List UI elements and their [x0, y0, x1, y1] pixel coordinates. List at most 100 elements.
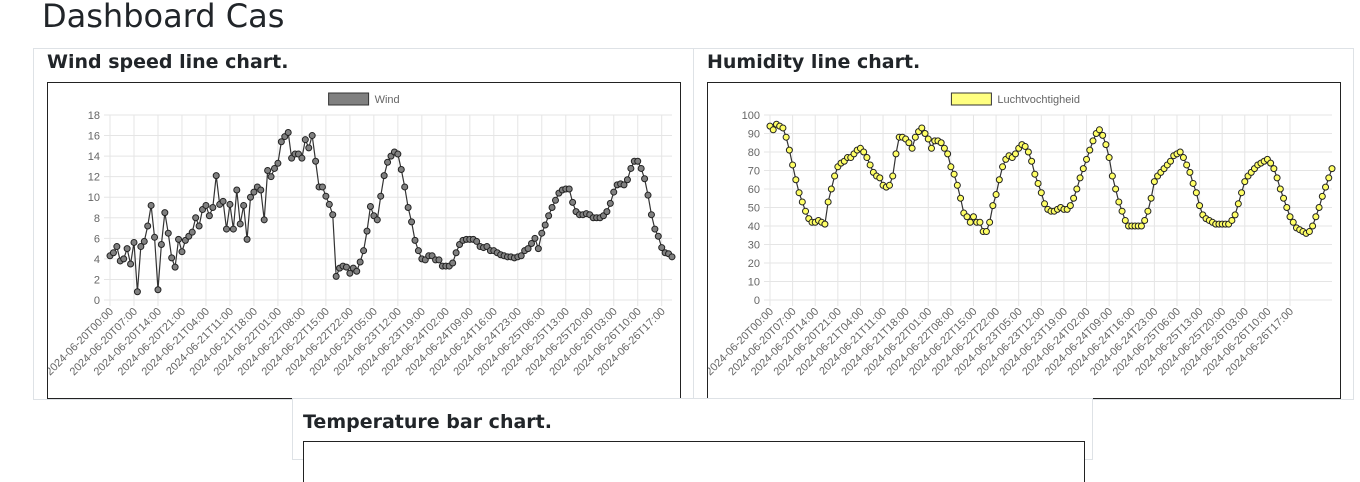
wind-data-point[interactable]	[651, 225, 659, 233]
humidity-data-point[interactable]	[1144, 207, 1152, 215]
wind-data-point[interactable]	[517, 252, 525, 260]
humidity-data-point[interactable]	[795, 189, 803, 197]
humidity-data-point[interactable]	[937, 139, 945, 147]
humidity-data-point[interactable]	[1137, 222, 1145, 230]
humidity-data-point[interactable]	[1241, 178, 1249, 186]
humidity-data-point[interactable]	[921, 130, 929, 137]
wind-legend-swatch[interactable]	[328, 92, 370, 106]
humidity-data-point[interactable]	[905, 139, 913, 147]
wind-data-point[interactable]	[236, 220, 244, 228]
humidity-data-point[interactable]	[860, 148, 868, 156]
wind-data-point[interactable]	[113, 243, 121, 251]
wind-data-point[interactable]	[647, 211, 655, 219]
humidity-data-point[interactable]	[863, 154, 871, 162]
humidity-data-point[interactable]	[1031, 170, 1039, 178]
wind-data-point[interactable]	[329, 211, 337, 219]
wind-data-point[interactable]	[414, 247, 422, 255]
humidity-data-point[interactable]	[1076, 174, 1084, 182]
wind-data-point[interactable]	[120, 255, 128, 263]
humidity-data-point[interactable]	[1322, 183, 1330, 191]
humidity-data-point[interactable]	[1289, 218, 1297, 226]
wind-data-point[interactable]	[188, 228, 196, 236]
wind-data-point[interactable]	[620, 181, 628, 189]
wind-data-point[interactable]	[332, 272, 340, 280]
wind-data-point[interactable]	[606, 199, 614, 207]
humidity-data-point[interactable]	[1141, 216, 1149, 224]
wind-data-point[interactable]	[531, 234, 539, 242]
humidity-data-point[interactable]	[892, 150, 900, 158]
humidity-data-point[interactable]	[821, 220, 829, 228]
humidity-data-point[interactable]	[785, 146, 793, 154]
wind-data-point[interactable]	[133, 288, 141, 296]
wind-data-point[interactable]	[548, 204, 556, 211]
humidity-data-point[interactable]	[1315, 204, 1323, 211]
wind-data-point[interactable]	[401, 183, 409, 191]
humidity-data-point[interactable]	[802, 207, 810, 215]
wind-data-point[interactable]	[534, 245, 542, 253]
wind-data-point[interactable]	[209, 204, 217, 211]
wind-data-point[interactable]	[157, 241, 165, 248]
humidity-data-point[interactable]	[1150, 178, 1158, 186]
wind-data-point[interactable]	[541, 221, 549, 229]
humidity-data-point[interactable]	[866, 161, 874, 169]
humidity-data-point[interactable]	[1270, 165, 1278, 173]
wind-data-point[interactable]	[250, 188, 258, 196]
wind-data-point[interactable]	[356, 258, 364, 266]
wind-data-point[interactable]	[397, 165, 405, 173]
humidity-data-point[interactable]	[1121, 216, 1129, 224]
wind-data-point[interactable]	[644, 191, 652, 199]
wind-data-point[interactable]	[298, 154, 306, 162]
wind-data-point[interactable]	[130, 238, 138, 246]
humidity-data-point[interactable]	[924, 135, 932, 143]
wind-data-point[interactable]	[175, 235, 183, 243]
humidity-data-point[interactable]	[1273, 174, 1281, 182]
humidity-data-point[interactable]	[1231, 211, 1239, 219]
wind-data-point[interactable]	[634, 157, 642, 165]
wind-data-point[interactable]	[411, 236, 419, 244]
wind-data-point[interactable]	[658, 244, 666, 252]
humidity-data-point[interactable]	[1286, 213, 1294, 221]
wind-data-point[interactable]	[164, 229, 172, 237]
humidity-data-point[interactable]	[986, 218, 994, 226]
humidity-data-point[interactable]	[792, 176, 800, 184]
wind-data-point[interactable]	[109, 249, 117, 257]
humidity-data-point[interactable]	[1234, 200, 1242, 208]
wind-data-point[interactable]	[610, 188, 618, 196]
wind-data-point[interactable]	[654, 232, 662, 240]
humidity-data-point[interactable]	[1280, 194, 1288, 202]
wind-data-point[interactable]	[274, 159, 282, 167]
wind-data-point[interactable]	[127, 260, 135, 268]
humidity-data-point[interactable]	[944, 150, 952, 158]
humidity-data-point[interactable]	[1238, 189, 1246, 197]
humidity-data-point[interactable]	[824, 198, 832, 206]
wind-data-point[interactable]	[212, 172, 220, 180]
wind-data-point[interactable]	[538, 229, 546, 237]
wind-data-point[interactable]	[435, 256, 443, 264]
wind-data-point[interactable]	[223, 225, 231, 233]
wind-data-point[interactable]	[257, 186, 265, 194]
wind-data-point[interactable]	[154, 286, 162, 294]
humidity-data-point[interactable]	[953, 181, 961, 189]
wind-data-point[interactable]	[569, 198, 577, 206]
wind-data-point[interactable]	[524, 245, 532, 253]
humidity-data-point[interactable]	[827, 185, 835, 193]
wind-data-point[interactable]	[545, 212, 553, 220]
wind-data-point[interactable]	[171, 263, 179, 271]
humidity-data-point[interactable]	[963, 213, 971, 221]
wind-data-point[interactable]	[377, 192, 385, 200]
humidity-legend-swatch[interactable]	[950, 92, 992, 106]
humidity-data-point[interactable]	[1276, 185, 1284, 193]
humidity-data-point[interactable]	[999, 163, 1007, 171]
wind-data-point[interactable]	[360, 247, 368, 255]
humidity-data-point[interactable]	[1176, 148, 1184, 156]
wind-data-point[interactable]	[229, 225, 237, 233]
wind-data-point[interactable]	[318, 183, 326, 191]
wind-data-point[interactable]	[363, 227, 371, 235]
humidity-data-point[interactable]	[789, 161, 797, 169]
wind-data-point[interactable]	[312, 157, 320, 165]
wind-data-point[interactable]	[240, 201, 248, 209]
humidity-data-point[interactable]	[957, 194, 965, 202]
wind-data-point[interactable]	[528, 239, 535, 247]
humidity-data-point[interactable]	[966, 218, 974, 226]
wind-data-point[interactable]	[473, 237, 481, 245]
